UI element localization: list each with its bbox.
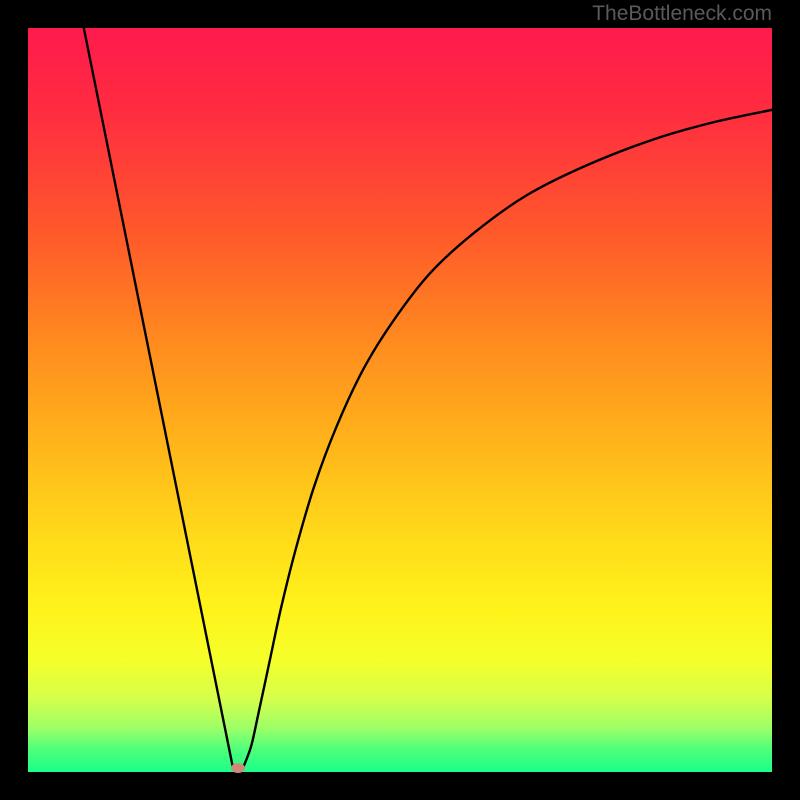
- watermark-text: TheBottleneck.com: [592, 2, 772, 26]
- minimum-marker: [231, 763, 245, 773]
- plot-area: [28, 28, 772, 772]
- chart-frame: TheBottleneck.com: [0, 0, 800, 800]
- bottleneck-curve: [28, 28, 772, 772]
